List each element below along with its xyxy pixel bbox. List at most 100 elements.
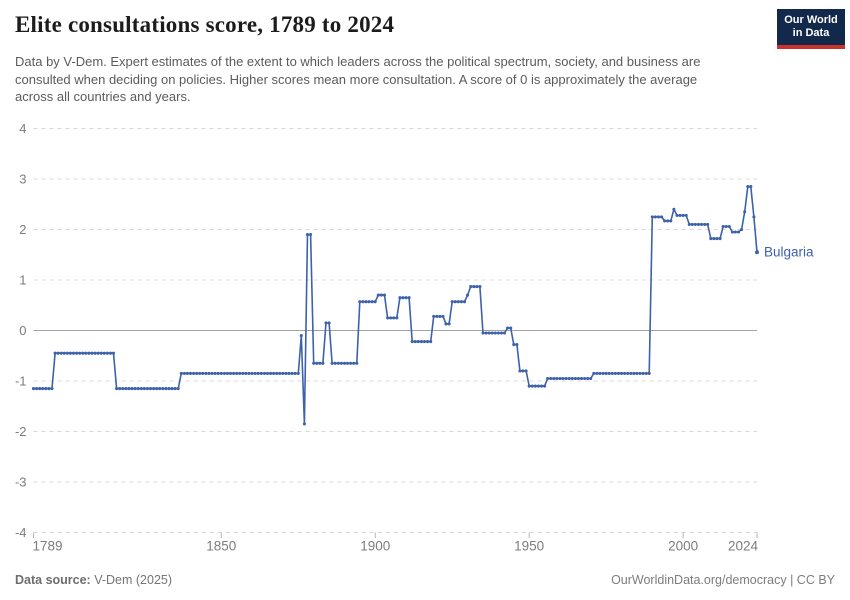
data-point-marker[interactable] (441, 314, 445, 318)
data-point-marker[interactable] (318, 361, 322, 365)
data-point-marker[interactable] (269, 371, 273, 375)
data-point-marker[interactable] (99, 351, 103, 355)
data-point-marker[interactable] (133, 387, 137, 391)
data-point-marker[interactable] (281, 371, 285, 375)
data-point-marker[interactable] (238, 371, 242, 375)
data-point-marker[interactable] (167, 387, 171, 391)
data-point-marker[interactable] (228, 371, 233, 375)
data-point-marker[interactable] (355, 361, 359, 365)
data-point-marker[interactable] (210, 371, 214, 375)
data-point-marker[interactable] (401, 296, 405, 300)
data-point-marker[interactable] (539, 384, 544, 388)
data-point-marker[interactable] (312, 361, 316, 365)
data-point-marker[interactable] (379, 293, 383, 297)
data-point-marker[interactable] (462, 300, 467, 304)
data-point-marker[interactable] (250, 371, 254, 375)
data-point-marker[interactable] (644, 371, 648, 375)
data-point-marker[interactable] (148, 387, 153, 391)
data-point-marker[interactable] (616, 371, 621, 375)
data-point-marker[interactable] (253, 371, 257, 375)
data-point-marker[interactable] (515, 343, 519, 347)
data-point-marker[interactable] (373, 300, 377, 304)
data-point-marker[interactable] (108, 351, 113, 355)
data-point-marker[interactable] (56, 351, 60, 355)
data-point-marker[interactable] (672, 207, 676, 211)
data-point-marker[interactable] (31, 387, 36, 391)
data-point-marker[interactable] (512, 343, 516, 347)
data-point-marker[interactable] (152, 387, 156, 391)
data-point-marker[interactable] (419, 340, 423, 344)
data-point-marker[interactable] (78, 351, 82, 355)
data-point-marker[interactable] (506, 326, 510, 330)
data-point-marker[interactable] (84, 351, 88, 355)
data-point-marker[interactable] (278, 371, 282, 375)
data-point-marker[interactable] (604, 371, 608, 375)
data-point-marker[interactable] (438, 314, 442, 318)
data-point-marker[interactable] (364, 300, 368, 304)
data-point-marker[interactable] (330, 361, 334, 365)
data-point-marker[interactable] (339, 361, 343, 365)
data-point-marker[interactable] (367, 300, 371, 304)
data-point-marker[interactable] (447, 322, 451, 326)
data-point-marker[interactable] (536, 384, 540, 388)
data-point-marker[interactable] (41, 387, 45, 391)
data-point-marker[interactable] (219, 371, 223, 375)
data-point-marker[interactable] (650, 215, 654, 219)
data-point-marker[interactable] (718, 237, 722, 241)
data-point-marker[interactable] (561, 376, 565, 381)
data-point-marker[interactable] (426, 340, 430, 344)
data-point-marker[interactable] (567, 376, 571, 381)
data-point-marker[interactable] (469, 285, 473, 289)
data-point-marker[interactable] (733, 230, 737, 234)
data-point-marker[interactable] (755, 250, 759, 255)
data-point-marker[interactable] (170, 387, 174, 391)
data-point-marker[interactable] (130, 387, 134, 391)
data-point-marker[interactable] (663, 219, 667, 223)
data-point-marker[interactable] (527, 384, 531, 388)
data-point-marker[interactable] (198, 371, 202, 375)
data-point-marker[interactable] (395, 316, 399, 320)
data-point-marker[interactable] (111, 351, 116, 355)
data-point-marker[interactable] (623, 371, 627, 375)
data-point-marker[interactable] (345, 361, 350, 365)
data-point-marker[interactable] (435, 314, 439, 318)
data-point-marker[interactable] (641, 371, 645, 375)
data-point-marker[interactable] (626, 371, 630, 375)
data-point-marker[interactable] (188, 371, 193, 375)
data-point-marker[interactable] (232, 371, 236, 375)
data-point-marker[interactable] (65, 351, 69, 355)
data-point-marker[interactable] (595, 371, 599, 375)
data-point-marker[interactable] (35, 387, 39, 391)
owid-logo[interactable]: Our World in Data (777, 9, 845, 49)
data-point-marker[interactable] (583, 376, 587, 381)
data-point-marker[interactable] (496, 331, 500, 335)
data-point-marker[interactable] (586, 376, 590, 381)
data-point-marker[interactable] (669, 219, 673, 223)
data-point-marker[interactable] (629, 371, 633, 375)
data-point-marker[interactable] (416, 340, 420, 344)
data-point-marker[interactable] (481, 331, 485, 335)
data-point-marker[interactable] (721, 224, 725, 229)
data-point-marker[interactable] (450, 300, 454, 304)
data-point-marker[interactable] (121, 387, 125, 391)
data-point-marker[interactable] (490, 331, 494, 335)
data-point-marker[interactable] (635, 371, 639, 375)
data-point-marker[interactable] (746, 185, 750, 189)
data-point-marker[interactable] (265, 371, 270, 375)
data-point-marker[interactable] (262, 371, 266, 375)
data-point-marker[interactable] (715, 237, 719, 241)
data-point-marker[interactable] (287, 371, 291, 375)
data-point-marker[interactable] (53, 351, 57, 355)
data-point-marker[interactable] (404, 296, 408, 300)
data-point-marker[interactable] (361, 300, 365, 304)
data-point-marker[interactable] (290, 371, 294, 375)
data-point-marker[interactable] (601, 371, 605, 375)
data-point-marker[interactable] (275, 371, 279, 375)
data-point-marker[interactable] (195, 371, 199, 375)
data-point-marker[interactable] (90, 351, 94, 355)
data-point-marker[interactable] (59, 351, 63, 355)
data-point-marker[interactable] (656, 215, 661, 219)
data-point-marker[interactable] (293, 371, 297, 375)
owid-url-link[interactable]: OurWorldinData.org/democracy (611, 573, 787, 587)
data-point-marker[interactable] (324, 321, 328, 325)
